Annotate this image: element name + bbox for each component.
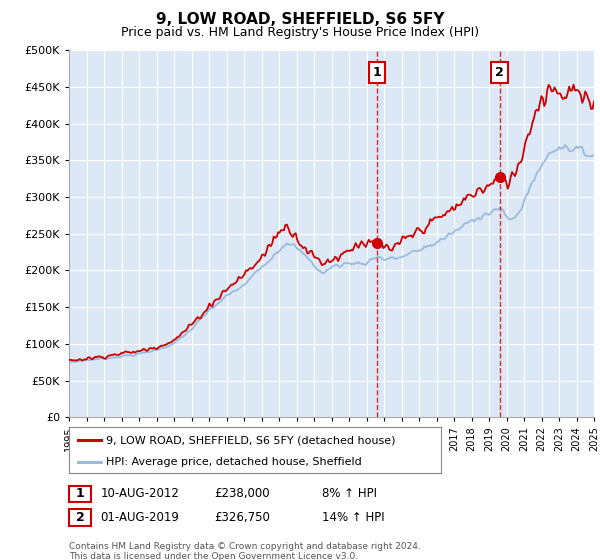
Text: £326,750: £326,750 xyxy=(214,511,270,524)
Text: £238,000: £238,000 xyxy=(214,487,270,501)
Text: 1: 1 xyxy=(76,487,85,501)
Text: Price paid vs. HM Land Registry's House Price Index (HPI): Price paid vs. HM Land Registry's House … xyxy=(121,26,479,39)
Text: 2: 2 xyxy=(495,66,504,79)
Text: Contains HM Land Registry data © Crown copyright and database right 2024.
This d: Contains HM Land Registry data © Crown c… xyxy=(69,542,421,560)
Text: 8% ↑ HPI: 8% ↑ HPI xyxy=(322,487,377,501)
Text: 9, LOW ROAD, SHEFFIELD, S6 5FY (detached house): 9, LOW ROAD, SHEFFIELD, S6 5FY (detached… xyxy=(106,435,396,445)
Text: 2: 2 xyxy=(76,511,85,524)
Text: 9, LOW ROAD, SHEFFIELD, S6 5FY: 9, LOW ROAD, SHEFFIELD, S6 5FY xyxy=(156,12,444,27)
Text: 14% ↑ HPI: 14% ↑ HPI xyxy=(322,511,385,524)
Text: 1: 1 xyxy=(373,66,382,79)
Text: 01-AUG-2019: 01-AUG-2019 xyxy=(100,511,179,524)
Text: 10-AUG-2012: 10-AUG-2012 xyxy=(100,487,179,501)
Text: HPI: Average price, detached house, Sheffield: HPI: Average price, detached house, Shef… xyxy=(106,457,362,466)
